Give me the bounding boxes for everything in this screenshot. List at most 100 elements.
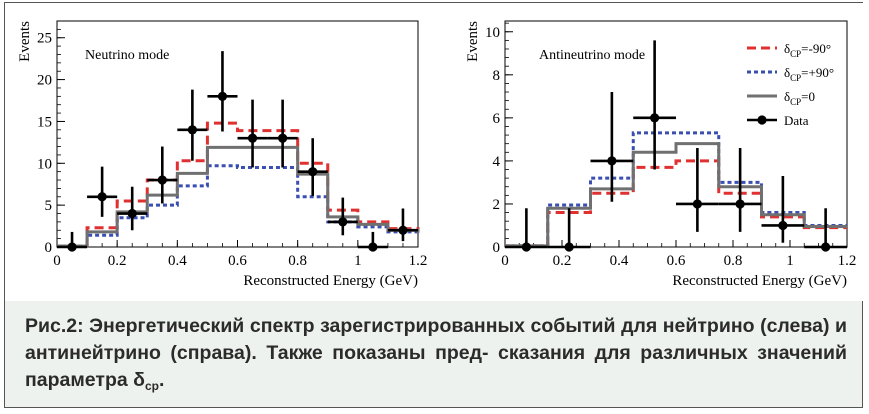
x-axis-label: Reconstructed Energy (GeV) <box>243 273 418 289</box>
legend-symbol: δ <box>784 41 790 56</box>
antineutrino-chart: 0 0.2 0.4 0.6 0.8 1 1.2 0 2 4 6 8 10 Reconstructed En… <box>465 20 857 289</box>
data-point <box>57 231 88 252</box>
data-marker <box>308 167 318 177</box>
histogram-plus90 <box>57 164 420 248</box>
mode-annotation: Antineutrino mode <box>539 48 645 63</box>
data-marker <box>338 217 348 227</box>
x-tick-label: 0 <box>501 253 509 269</box>
data-marker <box>217 91 228 101</box>
data-point <box>297 138 328 196</box>
data-point <box>357 231 388 252</box>
legend-label: Data <box>784 113 809 128</box>
histogram-zero <box>57 145 420 248</box>
data-point <box>237 99 268 168</box>
data-marker <box>127 208 137 219</box>
x-tick-label: 1.2 <box>409 253 428 269</box>
legend-subscript: CP <box>790 73 801 83</box>
data-point <box>804 208 847 252</box>
data-point <box>87 166 118 217</box>
figure-caption: Рис.2: Энергетический спектр зарегистрир… <box>25 313 847 400</box>
legend-label: δCP=0 <box>784 89 815 107</box>
data-marker <box>607 156 617 166</box>
y-tick-label: 0 <box>45 240 53 256</box>
data-marker <box>735 199 745 209</box>
data-marker <box>278 133 288 143</box>
legend-marker-data <box>757 115 767 125</box>
x-tick-label: 0.4 <box>610 253 629 269</box>
data-marker <box>368 242 378 252</box>
data-point <box>761 175 805 243</box>
y-tick-label: 6 <box>493 111 501 127</box>
data-point <box>147 146 178 204</box>
data-point <box>387 208 418 242</box>
caption-symbol: δ <box>133 369 145 391</box>
x-tick-label: 1.2 <box>838 253 857 269</box>
x-tick-label: 1 <box>354 253 362 269</box>
x-tick-label: 0.2 <box>108 253 127 269</box>
legend-value: =+90° <box>801 65 834 80</box>
x-tick-label: 1 <box>786 253 794 269</box>
data-marker <box>564 242 574 252</box>
y-tick-label: 15 <box>37 114 52 130</box>
y-axis-label: Events <box>17 21 33 62</box>
figure-frame: 0 0.2 0.4 0.6 0.8 1 1.2 0 5 10 15 20 25 Reconstructed… <box>4 2 864 408</box>
x-tick-label: 0.8 <box>724 253 743 269</box>
legend-subscript: CP <box>790 49 801 59</box>
x-axis-label: Reconstructed Energy (GeV) <box>672 273 847 289</box>
histogram-minus90 <box>505 159 847 248</box>
y-tick-label: 5 <box>45 198 53 214</box>
caption-text: Рис.2: Энергетический спектр зарегистрир… <box>25 315 847 391</box>
caption-subscript: cp <box>144 379 159 393</box>
data-marker <box>187 125 197 135</box>
y-tick-label: 10 <box>37 156 52 172</box>
y-tick-label: 4 <box>493 154 501 170</box>
data-marker <box>157 175 167 185</box>
mode-annotation: Neutrino mode <box>85 48 169 63</box>
data-point <box>547 208 591 252</box>
y-tick-label: 20 <box>37 73 52 89</box>
x-tick-label: 0.2 <box>553 253 572 269</box>
legend-value: =-90° <box>801 41 831 56</box>
data-marker <box>650 113 660 123</box>
data-point <box>267 99 298 168</box>
data-point <box>718 147 762 232</box>
x-tick-label: 0.8 <box>288 253 307 269</box>
data-marker <box>67 242 77 252</box>
caption-end: . <box>158 369 165 391</box>
data-point <box>207 51 238 132</box>
y-tick-label: 25 <box>37 31 52 47</box>
data-point <box>117 186 148 231</box>
plots-area: 0 0.2 0.4 0.6 0.8 1 1.2 0 5 10 15 20 25 Reconstructed… <box>5 3 864 301</box>
data-point <box>633 40 676 170</box>
neutrino-chart: 0 0.2 0.4 0.6 0.8 1 1.2 0 5 10 15 20 25 Reconstructed… <box>17 20 428 289</box>
data-marker <box>778 220 788 231</box>
y-tick-label: 8 <box>493 68 501 84</box>
legend-value: =0 <box>801 89 815 104</box>
data-marker <box>247 133 258 143</box>
x-tick-label: 0.6 <box>667 253 686 269</box>
y-tick-label: 10 <box>485 25 500 41</box>
legend-symbol: δ <box>784 65 790 80</box>
data-point <box>590 92 634 202</box>
x-tick-label: 0.4 <box>168 253 187 269</box>
legend-symbol: δ <box>784 89 790 104</box>
legend-subscript: CP <box>790 97 801 107</box>
y-axis-label: Events <box>465 21 481 62</box>
x-tick-label: 0 <box>53 253 61 269</box>
legend-label: δCP=+90° <box>784 65 834 83</box>
data-marker <box>821 242 831 252</box>
data-marker <box>97 192 107 202</box>
data-marker <box>692 199 702 209</box>
data-point <box>505 208 548 252</box>
data-point <box>177 89 208 161</box>
y-tick-label: 2 <box>493 197 501 213</box>
x-tick-label: 0.6 <box>228 253 247 269</box>
data-point <box>327 197 358 236</box>
data-marker <box>521 242 531 252</box>
data-point <box>676 147 719 232</box>
histogram-minus90 <box>57 121 420 248</box>
data-marker <box>398 225 408 235</box>
histogram-zero <box>505 142 847 248</box>
histogram-plus90 <box>505 131 847 248</box>
